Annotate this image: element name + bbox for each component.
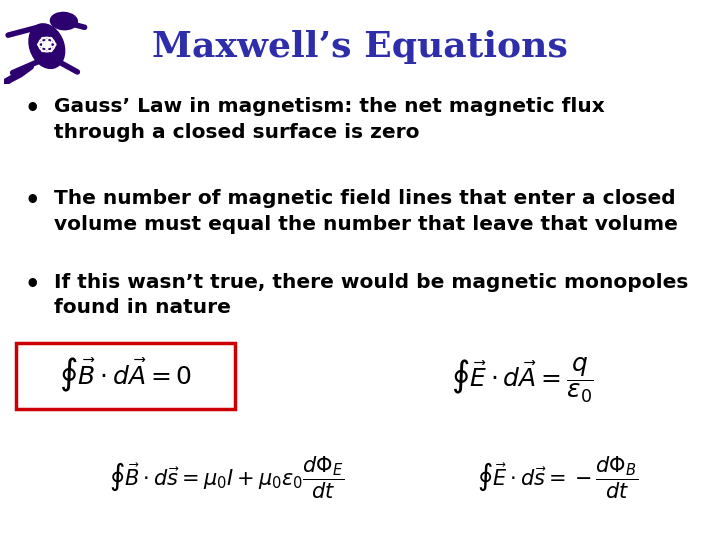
Text: $\oint \vec{E} \cdot d\vec{A} = \dfrac{q}{\varepsilon_0}$: $\oint \vec{E} \cdot d\vec{A} = \dfrac{q… bbox=[451, 356, 593, 405]
Ellipse shape bbox=[50, 12, 77, 30]
Text: The number of magnetic field lines that enter a closed
volume must equal the num: The number of magnetic field lines that … bbox=[54, 189, 678, 234]
Text: $\oint \vec{E} \cdot d\vec{s} = -\dfrac{d\Phi_B}{dt}$: $\oint \vec{E} \cdot d\vec{s} = -\dfrac{… bbox=[477, 455, 639, 501]
Ellipse shape bbox=[29, 24, 65, 69]
Text: Gauss’ Law in magnetism: the net magnetic flux
through a closed surface is zero: Gauss’ Law in magnetism: the net magneti… bbox=[54, 97, 605, 142]
Text: $\oint \vec{B} \cdot d\vec{A} = 0$: $\oint \vec{B} \cdot d\vec{A} = 0$ bbox=[60, 356, 192, 394]
Text: $\oint \vec{B} \cdot d\vec{s} = \mu_0 I + \mu_0 \varepsilon_0 \dfrac{d\Phi_E}{dt: $\oint \vec{B} \cdot d\vec{s} = \mu_0 I … bbox=[109, 455, 344, 501]
Text: If this wasn’t true, there would be magnetic monopoles
found in nature: If this wasn’t true, there would be magn… bbox=[54, 273, 688, 318]
Text: •: • bbox=[24, 189, 40, 213]
Text: Maxwell’s Equations: Maxwell’s Equations bbox=[152, 30, 568, 64]
Text: •: • bbox=[24, 97, 40, 121]
Circle shape bbox=[45, 43, 49, 46]
Text: •: • bbox=[24, 273, 40, 296]
